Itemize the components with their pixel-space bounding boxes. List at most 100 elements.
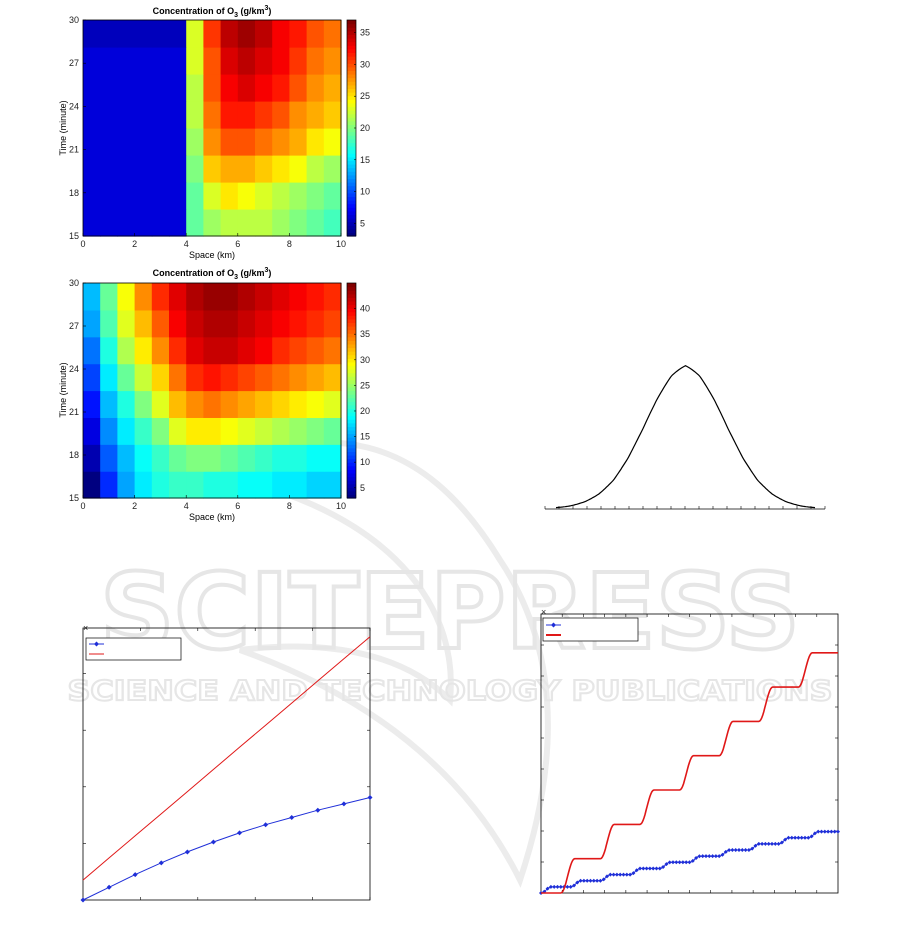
series-1-point (717, 854, 722, 859)
series-1-point (713, 854, 718, 859)
series-1-point (819, 829, 824, 834)
colorbar-segment (347, 117, 356, 122)
colorbar-segment (347, 160, 356, 165)
series-1-point (766, 841, 771, 846)
series-1-point (779, 840, 784, 845)
heatmap-cell (100, 101, 118, 129)
heatmap-cell (169, 336, 187, 365)
heatmap-cell (134, 74, 153, 102)
heatmap-cell (117, 182, 136, 210)
heatmap-cell (100, 209, 118, 237)
heatmap-cell (83, 444, 101, 472)
y-tick-label: 18 (69, 450, 79, 460)
colorbar-segment (347, 308, 356, 313)
heatmap-cell (117, 444, 136, 472)
colorbar-segment (347, 311, 356, 316)
colorbar-segment (347, 322, 356, 327)
heatmap-cell (289, 363, 308, 392)
heatmap-cell (151, 20, 170, 48)
series-1-point (720, 852, 725, 857)
y-tick-label: 15 (69, 493, 79, 503)
colorbar-segment (347, 182, 356, 187)
series-1-point (746, 848, 751, 853)
colorbar-segment (347, 218, 356, 223)
y-tick-label: 18 (69, 188, 79, 198)
watermark-subtitle: SCIENCE AND TECHNOLOGY PUBLICATIONS (68, 674, 833, 707)
x-tick-label: 10 (336, 501, 346, 511)
heatmap-cell (169, 47, 187, 75)
heatmap-cell (83, 74, 101, 102)
colorbar-segment (347, 70, 356, 75)
heatmap-cell (220, 101, 239, 129)
heatmap-cell (117, 336, 136, 365)
heatmap-cell (117, 209, 136, 237)
colorbar-segment (347, 390, 356, 395)
colorbar-segment (347, 304, 356, 309)
watermark-swoosh (188, 439, 551, 888)
colorbar-segment (347, 45, 356, 50)
heatmap-cell (134, 363, 153, 392)
series-1-point (591, 878, 596, 883)
heatmap-cell (255, 363, 273, 392)
colorbar-segment (347, 214, 356, 219)
heatmap-cell (306, 471, 325, 499)
heatmap-cell (237, 363, 256, 392)
series-1-point (760, 841, 765, 846)
heatmap-cell (83, 417, 101, 445)
colorbar-segment (347, 440, 356, 445)
colorbar-segment (347, 487, 356, 492)
colorbar-segment (347, 286, 356, 291)
heatmap-cell (151, 444, 170, 472)
heatmap-cell (306, 182, 325, 210)
colorbar-segment (347, 326, 356, 331)
heatmap-cell (186, 417, 204, 445)
heatmap-cell (272, 444, 290, 472)
heatmap-cell (323, 283, 342, 311)
y-tick-label: 21 (69, 407, 79, 417)
colorbar-segment (347, 171, 356, 176)
colorbar-segment (347, 178, 356, 183)
series-1-point (588, 878, 593, 883)
colorbar-segment (347, 174, 356, 179)
heatmap-cell (169, 101, 187, 129)
heatmap-cell (134, 390, 153, 418)
heatmap-cell (169, 182, 187, 210)
heatmap-cell (83, 155, 101, 183)
colorbar-segment (347, 30, 356, 35)
heatmap-cell (306, 209, 325, 237)
colorbar-segment (347, 386, 356, 392)
heatmap-cell (134, 309, 153, 338)
heatmap-cell (237, 128, 256, 156)
series-1-point (210, 839, 216, 845)
series-1-point (770, 841, 774, 846)
heatmap-cell (203, 20, 222, 48)
colorbar-tick-label: 20 (360, 123, 370, 133)
heatmap-cell (289, 128, 308, 156)
heatmap-cell (134, 283, 153, 311)
heatmap-cell (100, 390, 118, 418)
bell-x-ticks (544, 506, 826, 509)
heatmap-cell (255, 309, 273, 338)
heatmap-cell (186, 20, 204, 48)
colorbar-segment (347, 333, 356, 338)
colorbar-segment (347, 128, 356, 133)
colorbar-segment (347, 131, 356, 136)
series-1-point (598, 878, 603, 883)
colorbar-segment (347, 365, 356, 370)
heatmap-cell (100, 444, 118, 472)
heatmap-cell (323, 444, 342, 472)
heatmap-cell (203, 182, 222, 210)
heatmap-cell (186, 336, 204, 365)
colorbar-segment (347, 369, 356, 374)
series-1-point (832, 829, 837, 834)
heatmap-cell (100, 155, 118, 183)
heatmap-cell (237, 283, 256, 311)
heatmap-cell (186, 209, 204, 237)
y-tick-label: 30 (69, 278, 79, 288)
heatmap-cell (117, 417, 136, 445)
series-1-point (568, 884, 573, 889)
heatmap-cell (186, 444, 204, 472)
heatmap-cell (203, 155, 222, 183)
colorbar-segment (347, 283, 356, 288)
colorbar-segment (347, 185, 356, 190)
